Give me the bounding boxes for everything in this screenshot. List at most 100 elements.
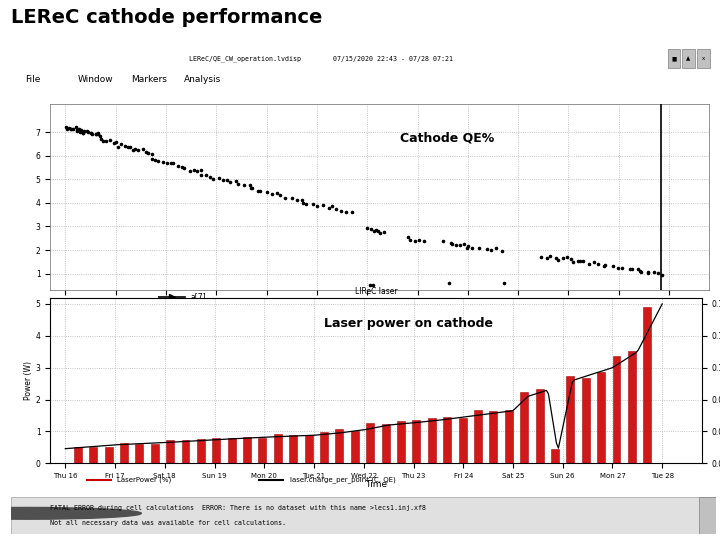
Point xyxy=(71,126,83,135)
Point xyxy=(104,136,116,145)
Text: LIReC laser: LIReC laser xyxy=(355,287,397,296)
Point xyxy=(266,190,278,198)
Point xyxy=(626,265,638,274)
Point xyxy=(73,125,85,133)
X-axis label: Time: Time xyxy=(365,481,387,489)
Bar xyxy=(536,389,544,463)
Point xyxy=(367,281,379,289)
Point xyxy=(188,166,199,174)
Point xyxy=(140,148,152,157)
Point xyxy=(124,143,135,152)
Point xyxy=(473,244,485,252)
Point xyxy=(361,224,373,232)
Text: FATAL ERROR during cell calculations  ERROR: There is no dataset with this name : FATAL ERROR during cell calculations ERR… xyxy=(50,505,426,511)
Point xyxy=(567,257,579,266)
Point xyxy=(71,125,82,134)
Point xyxy=(336,207,347,215)
Bar xyxy=(274,435,282,463)
Point xyxy=(405,236,416,245)
Point xyxy=(652,269,664,278)
Point xyxy=(462,244,473,253)
Point xyxy=(254,186,266,195)
Point xyxy=(153,156,164,165)
Point xyxy=(490,244,502,253)
Point xyxy=(138,145,149,154)
Point xyxy=(81,127,93,136)
Text: LaserPower (%): LaserPower (%) xyxy=(117,476,171,483)
Bar xyxy=(597,373,605,463)
Point xyxy=(122,143,134,151)
Point xyxy=(370,226,382,235)
Point xyxy=(67,125,78,134)
Point xyxy=(92,130,104,138)
Bar xyxy=(682,49,695,69)
Point xyxy=(111,138,122,146)
Point xyxy=(184,166,196,175)
Bar xyxy=(628,350,636,463)
Point xyxy=(91,130,102,138)
Point xyxy=(213,174,225,183)
Point xyxy=(557,254,569,262)
Bar xyxy=(228,438,235,463)
Point xyxy=(246,184,258,193)
Point xyxy=(82,127,94,136)
Point xyxy=(70,123,81,132)
Point xyxy=(613,264,624,272)
Point xyxy=(656,271,667,279)
Point xyxy=(261,188,273,197)
Bar xyxy=(397,421,405,463)
Point xyxy=(232,180,243,188)
Point xyxy=(66,125,77,133)
Point xyxy=(438,237,449,245)
Point xyxy=(574,257,585,266)
Point xyxy=(108,138,120,147)
Point xyxy=(372,226,384,235)
Point xyxy=(179,164,190,172)
Text: Markers: Markers xyxy=(131,75,166,84)
Point xyxy=(497,246,508,255)
Point xyxy=(275,191,287,200)
Point xyxy=(192,167,203,176)
Bar xyxy=(474,409,482,463)
Point xyxy=(130,145,141,154)
Text: Analysis: Analysis xyxy=(184,75,221,84)
Point xyxy=(146,155,158,164)
Point xyxy=(142,149,153,158)
Point xyxy=(572,256,584,265)
Text: x: x xyxy=(702,56,706,62)
Point xyxy=(86,130,98,139)
Point xyxy=(588,258,600,267)
Point xyxy=(300,199,312,208)
Point xyxy=(60,123,72,132)
Bar xyxy=(320,432,328,463)
Point xyxy=(168,159,179,167)
Point xyxy=(161,158,172,167)
Point xyxy=(61,125,73,133)
Point xyxy=(592,260,603,268)
Point xyxy=(341,208,352,217)
Point xyxy=(252,186,264,195)
Point xyxy=(158,158,169,166)
Point xyxy=(445,239,456,248)
Point xyxy=(100,136,112,145)
Text: Laser power on cathode: Laser power on cathode xyxy=(324,318,493,330)
Point xyxy=(643,268,654,276)
Point xyxy=(365,225,377,233)
Point xyxy=(368,227,379,235)
Point xyxy=(463,241,474,250)
Point xyxy=(74,127,86,136)
Point xyxy=(346,207,358,216)
Point xyxy=(292,196,303,205)
Point xyxy=(119,141,130,150)
Point xyxy=(115,140,127,149)
Point xyxy=(648,268,660,276)
Point xyxy=(195,171,207,179)
Text: ■: ■ xyxy=(672,56,677,62)
Bar xyxy=(643,307,652,463)
Point xyxy=(625,265,636,273)
Point xyxy=(238,180,250,189)
Point xyxy=(85,129,96,137)
Point xyxy=(94,132,106,140)
Point xyxy=(541,253,553,262)
Bar xyxy=(336,429,343,463)
